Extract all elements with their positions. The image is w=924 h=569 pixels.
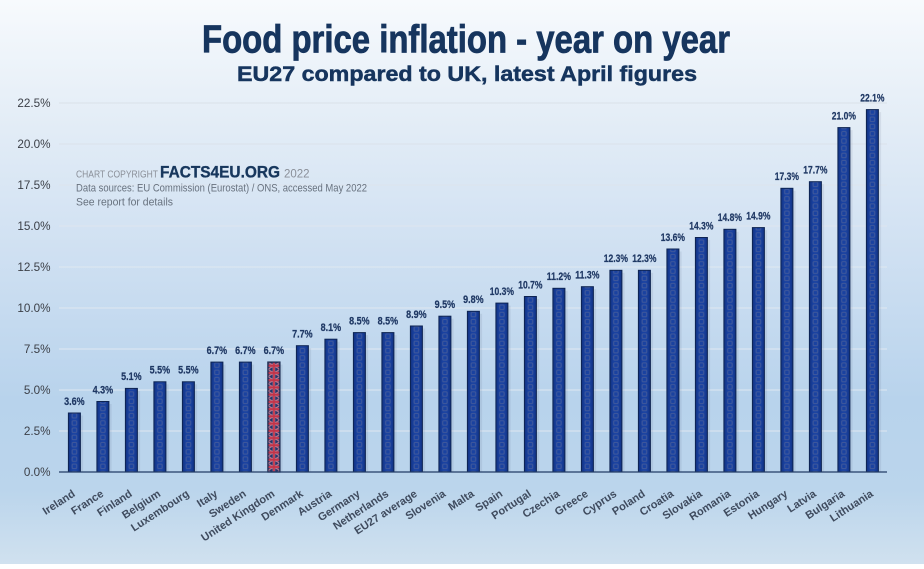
svg-text:9.8%: 9.8%	[463, 294, 484, 306]
svg-text:7.7%: 7.7%	[292, 329, 313, 341]
svg-text:15.0%: 15.0%	[17, 220, 50, 233]
svg-text:7.5%: 7.5%	[24, 343, 51, 356]
svg-text:5.1%: 5.1%	[121, 371, 142, 383]
svg-text:3.6%: 3.6%	[64, 396, 85, 408]
svg-text:2.5%: 2.5%	[24, 425, 51, 438]
svg-text:17.5%: 17.5%	[17, 179, 50, 192]
svg-text:See report for details: See report for details	[76, 197, 173, 209]
svg-text:8.5%: 8.5%	[378, 315, 399, 327]
svg-text:8.1%: 8.1%	[321, 322, 342, 334]
svg-text:5.0%: 5.0%	[24, 384, 51, 397]
svg-text:FACTS4EU.ORG: FACTS4EU.ORG	[160, 164, 280, 182]
svg-text:Data sources: EU Commission (E: Data sources: EU Commission (Eurostat) /…	[76, 183, 367, 195]
svg-text:9.5%: 9.5%	[435, 299, 456, 311]
svg-text:6.7%: 6.7%	[207, 345, 228, 357]
svg-text:5.5%: 5.5%	[150, 365, 171, 377]
svg-text:17.7%: 17.7%	[803, 165, 828, 177]
svg-text:6.7%: 6.7%	[264, 345, 285, 357]
svg-text:8.9%: 8.9%	[406, 309, 427, 321]
svg-text:EU27 compared to UK, latest Ap: EU27 compared to UK, latest April figure…	[237, 62, 697, 86]
svg-text:11.2%: 11.2%	[547, 271, 572, 283]
svg-text:12.5%: 12.5%	[17, 261, 50, 274]
svg-text:12.3%: 12.3%	[604, 253, 629, 265]
svg-text:8.5%: 8.5%	[349, 315, 370, 327]
svg-text:22.1%: 22.1%	[860, 92, 885, 104]
svg-text:20.0%: 20.0%	[17, 138, 50, 151]
svg-text:14.3%: 14.3%	[689, 220, 714, 232]
svg-text:13.6%: 13.6%	[661, 232, 686, 244]
svg-text:0.0%: 0.0%	[24, 466, 51, 479]
svg-text:CHART COPYRIGHT: CHART COPYRIGHT	[76, 169, 158, 181]
svg-text:14.9%: 14.9%	[746, 210, 771, 222]
svg-text:Food price inflation - year on: Food price inflation - year on year	[202, 19, 730, 62]
svg-text:21.0%: 21.0%	[832, 110, 857, 122]
svg-text:22.5%: 22.5%	[17, 97, 50, 110]
svg-text:12.3%: 12.3%	[632, 253, 657, 265]
svg-text:10.0%: 10.0%	[17, 302, 50, 315]
svg-text:6.7%: 6.7%	[235, 345, 256, 357]
svg-text:17.3%: 17.3%	[775, 171, 800, 183]
svg-text:5.5%: 5.5%	[178, 365, 199, 377]
svg-text:2022: 2022	[284, 169, 310, 181]
svg-text:10.3%: 10.3%	[490, 286, 515, 298]
svg-text:14.8%: 14.8%	[718, 212, 743, 224]
svg-text:10.7%: 10.7%	[518, 279, 543, 291]
svg-text:11.3%: 11.3%	[575, 270, 600, 282]
svg-text:4.3%: 4.3%	[93, 384, 114, 396]
